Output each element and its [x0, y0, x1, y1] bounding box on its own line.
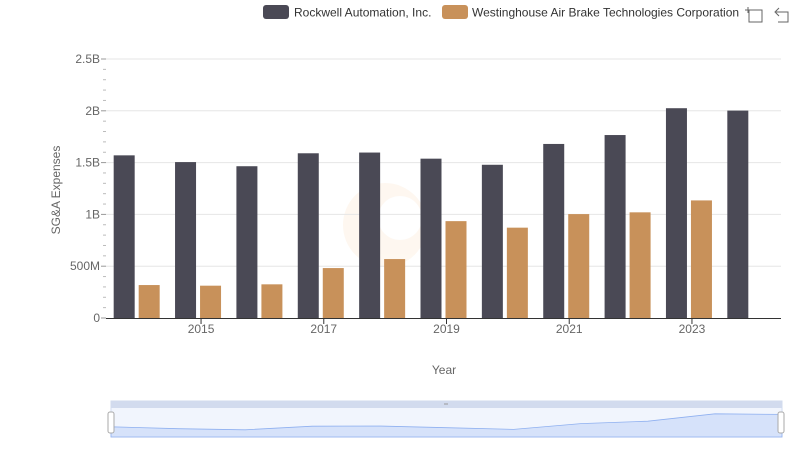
bar-rockwell-2015[interactable]: [175, 162, 197, 318]
bar-wabtec-2023[interactable]: [690, 200, 712, 318]
legend-label-rockwell[interactable]: Rockwell Automation, Inc.: [294, 6, 431, 20]
bar-wabtec-2021[interactable]: [568, 214, 590, 318]
bar-wabtec-2017[interactable]: [322, 268, 344, 318]
y-tick-label: 0: [93, 311, 100, 325]
navigator-series-area: [110, 413, 783, 438]
x-axis: 2015 2017 2019 2021 2023: [188, 318, 706, 336]
x-axis-title: Year: [432, 363, 456, 377]
y-tick-label: 1.5B: [75, 156, 100, 170]
bar-wabtec-2015[interactable]: [200, 285, 222, 318]
y-axis: 0 500M 1B 1.5B 2B 2.5B: [70, 52, 106, 325]
restore-icon[interactable]: [774, 7, 789, 23]
navigator[interactable]: [107, 400, 785, 438]
navigator-handle-right[interactable]: [777, 411, 785, 434]
zoom-icon[interactable]: [745, 7, 763, 23]
bar-rockwell-2020[interactable]: [481, 164, 503, 318]
bar-wabtec-2016[interactable]: [261, 284, 283, 318]
watermark-logo: [343, 183, 427, 267]
x-tick-label: 2023: [679, 322, 706, 336]
bar-wabtec-2018[interactable]: [384, 259, 406, 318]
bar-rockwell-2018[interactable]: [359, 152, 381, 318]
legend-swatch-wabtec[interactable]: [442, 5, 468, 19]
x-tick-label: 2019: [433, 322, 460, 336]
navigator-handle-left[interactable]: [107, 411, 115, 434]
legend: Rockwell Automation, Inc. Westinghouse A…: [263, 5, 739, 20]
bar-rockwell-2019[interactable]: [420, 158, 442, 318]
bar-rockwell-2017[interactable]: [297, 153, 319, 318]
legend-label-wabtec[interactable]: Westinghouse Air Brake Technologies Corp…: [472, 6, 739, 20]
bar-rockwell-2016[interactable]: [236, 166, 258, 318]
bar-rockwell-2024[interactable]: [727, 110, 749, 318]
y-tick-label: 1B: [85, 207, 100, 221]
bar-rockwell-2021[interactable]: [543, 143, 565, 318]
bar-rockwell-2014[interactable]: [113, 155, 135, 318]
bar-wabtec-2020[interactable]: [506, 227, 528, 318]
bar-rockwell-2022[interactable]: [604, 135, 626, 318]
legend-swatch-rockwell[interactable]: [263, 5, 289, 19]
x-tick-label: 2017: [310, 322, 337, 336]
bar-wabtec-2022[interactable]: [629, 212, 651, 318]
bar-rockwell-2023[interactable]: [665, 108, 687, 319]
y-tick-label: 2B: [85, 104, 100, 118]
x-tick-label: 2015: [188, 322, 215, 336]
y-tick-label: 2.5B: [75, 52, 100, 66]
bar-wabtec-2014[interactable]: [138, 285, 160, 318]
bar-wabtec-2019[interactable]: [445, 221, 467, 318]
bars: [113, 108, 749, 319]
y-axis-title: SG&A Expenses: [49, 146, 63, 235]
y-tick-label: 500M: [70, 259, 100, 273]
x-tick-label: 2021: [556, 322, 583, 336]
